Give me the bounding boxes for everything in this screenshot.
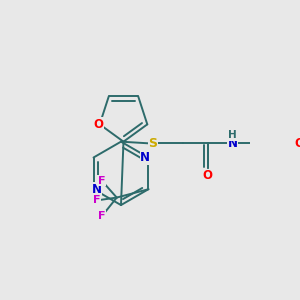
Text: O: O — [295, 137, 300, 150]
Text: F: F — [98, 176, 106, 186]
Text: F: F — [93, 195, 100, 205]
Text: O: O — [203, 169, 213, 182]
Text: F: F — [98, 211, 106, 221]
Text: S: S — [148, 137, 157, 150]
Text: O: O — [94, 118, 104, 131]
Text: N: N — [140, 151, 150, 164]
Text: N: N — [92, 183, 102, 196]
Text: N: N — [228, 137, 238, 150]
Text: H: H — [228, 130, 237, 140]
